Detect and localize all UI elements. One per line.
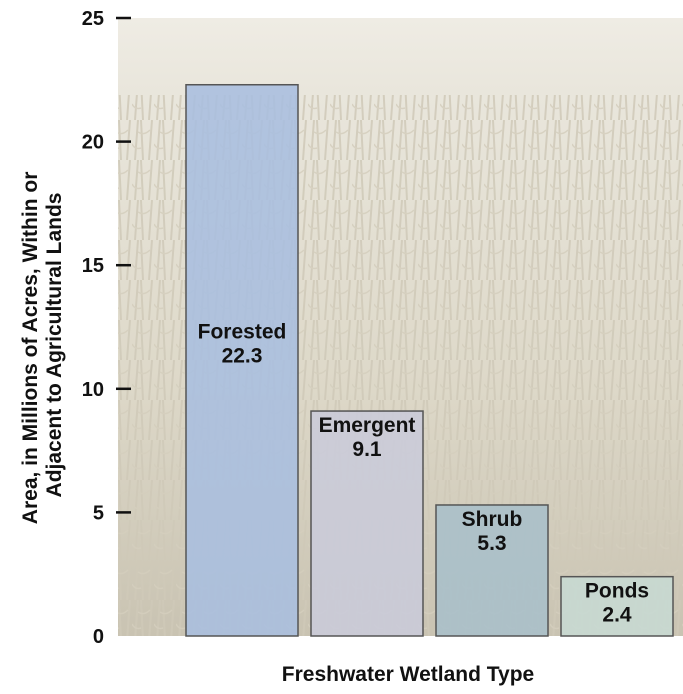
y-tick-label: 0	[93, 626, 104, 648]
bar-category-label: Shrub	[462, 508, 523, 531]
bar-category-label: Ponds	[585, 580, 649, 603]
y-tick-label: 25	[82, 8, 104, 30]
y-tick-label: 15	[82, 255, 104, 277]
bars	[185, 83, 674, 637]
x-axis-title: Freshwater Wetland Type	[282, 663, 534, 686]
y-tick-label: 20	[82, 132, 104, 154]
bar-category-label: Forested	[198, 320, 287, 343]
bar-shrub	[435, 504, 549, 637]
y-axis-title-line-2: Adjacent to Agricultural Lands	[43, 193, 66, 498]
bar-value-label: 22.3	[222, 344, 263, 367]
y-axis-title-line-1: Area, in Millions of Acres, Within or	[19, 172, 42, 525]
bar-category-label: Emergent	[319, 414, 416, 437]
y-axis: 0 5 10 15 20 25	[82, 8, 131, 648]
y-tick-label: 5	[93, 502, 104, 524]
bar-value-label: 9.1	[352, 438, 382, 461]
bar-emergent	[310, 410, 424, 637]
bar-value-label: 2.4	[602, 604, 632, 627]
bar-forested	[185, 83, 299, 637]
y-axis-title: Area, in Millions of Acres, Within or Ad…	[19, 166, 66, 524]
bar-ponds	[560, 575, 674, 637]
y-tick-label: 10	[82, 379, 104, 401]
bar-value-label: 5.3	[477, 532, 506, 555]
